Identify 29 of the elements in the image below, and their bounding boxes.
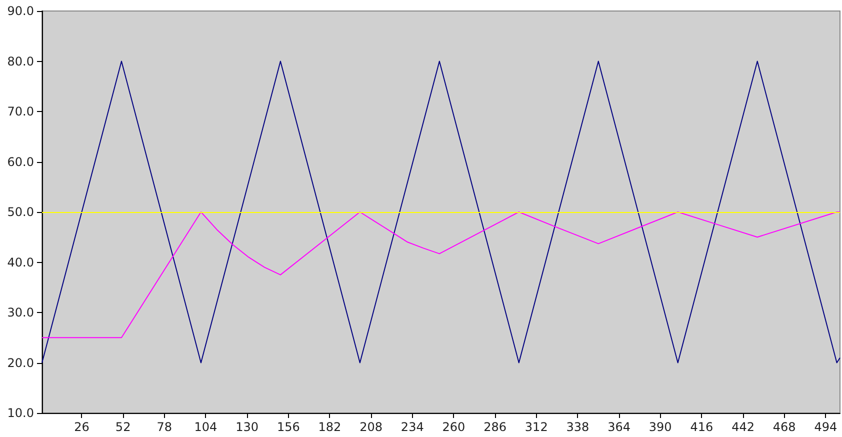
y-tick-label: 20.0 xyxy=(7,356,34,370)
x-tick-label: 52 xyxy=(115,420,131,434)
y-tick-label: 80.0 xyxy=(7,54,34,68)
x-tick-label: 416 xyxy=(690,420,714,434)
y-tick-label: 50.0 xyxy=(7,205,34,219)
x-tick-label: 26 xyxy=(74,420,90,434)
x-tick-label: 312 xyxy=(524,420,548,434)
y-tick-label: 30.0 xyxy=(7,306,34,320)
x-tick-label: 468 xyxy=(772,420,796,434)
x-tick-label: 208 xyxy=(360,420,383,434)
x-tick-label: 234 xyxy=(400,420,424,434)
x-tick-label: 156 xyxy=(276,420,300,434)
x-tick-label: 130 xyxy=(236,420,259,434)
x-tick-label: 182 xyxy=(318,420,342,434)
y-tick-label: 90.0 xyxy=(7,4,34,18)
y-tick-label: 40.0 xyxy=(7,255,34,270)
x-tick-label: 364 xyxy=(608,420,630,434)
x-tick-label: 286 xyxy=(484,420,506,434)
x-tick-label: 260 xyxy=(442,420,466,434)
x-tick-label: 104 xyxy=(194,420,218,434)
y-tick-label: 10.0 xyxy=(7,406,34,420)
x-tick-label: 442 xyxy=(732,420,754,434)
y-tick-label: 70.0 xyxy=(7,104,34,118)
x-tick-label: 390 xyxy=(648,420,672,434)
x-tick-label: 338 xyxy=(566,420,590,434)
y-tick-label: 60.0 xyxy=(7,154,34,169)
x-tick-label: 494 xyxy=(814,420,838,434)
x-tick-label: 78 xyxy=(156,420,172,434)
line-series xyxy=(42,212,840,338)
